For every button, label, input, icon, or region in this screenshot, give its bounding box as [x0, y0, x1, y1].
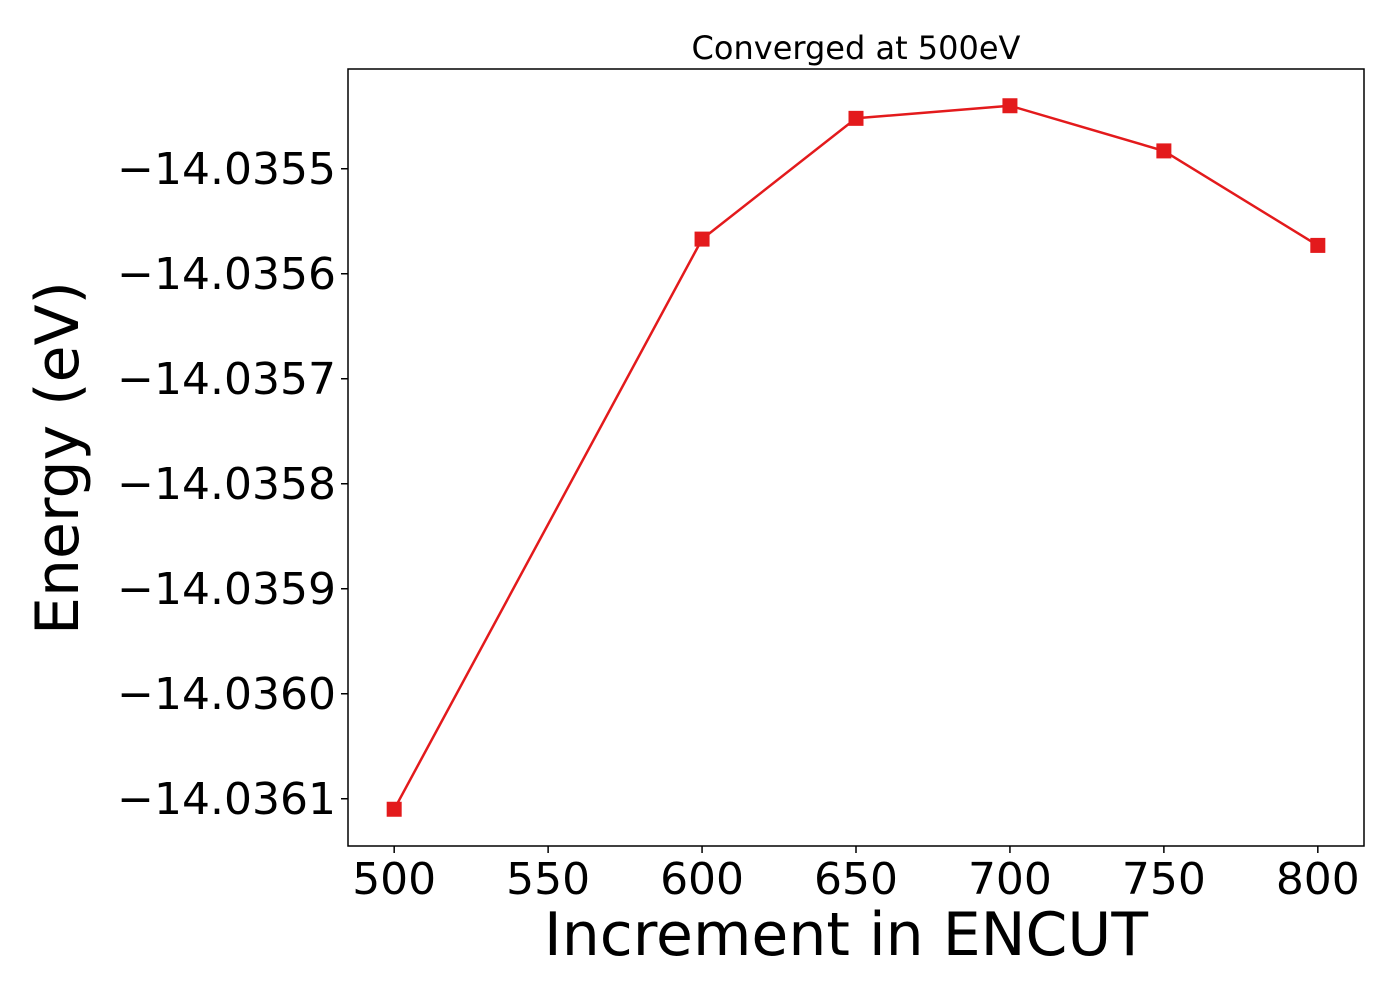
x-tick-label: 650	[814, 854, 898, 905]
chart-title: Converged at 500eV	[692, 29, 1021, 67]
x-tick-label: 500	[352, 854, 436, 905]
y-tick-label: −14.0361	[117, 774, 336, 825]
series-line	[393, 104, 1319, 810]
y-axis: −14.0355 −14.0356 −14.0357 −14.0358 −14.0359…	[117, 144, 348, 825]
data-point-marker	[1156, 143, 1172, 159]
series-group	[386, 98, 1326, 817]
x-tick-label: 600	[660, 854, 744, 905]
data-point-marker	[1002, 98, 1018, 114]
data-point-marker	[386, 801, 402, 817]
plot-area	[347, 68, 1365, 847]
x-tick-label: 550	[506, 854, 590, 905]
y-tick-label: −14.0356	[117, 249, 336, 300]
x-axis-label: Increment in ENCUT	[544, 900, 1148, 970]
data-point-marker	[1310, 237, 1326, 253]
y-tick-label: −14.0360	[117, 669, 336, 720]
x-tick-label: 750	[1122, 854, 1206, 905]
y-tick-label: −14.0359	[117, 564, 336, 615]
y-axis-label: Energy (eV)	[23, 281, 93, 635]
x-tick-label: 800	[1276, 854, 1360, 905]
y-tick-label: −14.0358	[117, 459, 336, 510]
y-tick-label: −14.0355	[117, 144, 336, 195]
data-point-marker	[848, 110, 864, 126]
x-axis: 500 550 600 650 700 750 800	[352, 846, 1360, 905]
x-tick-label: 700	[968, 854, 1052, 905]
y-tick-label: −14.0357	[117, 354, 336, 405]
data-point-marker	[694, 231, 710, 247]
